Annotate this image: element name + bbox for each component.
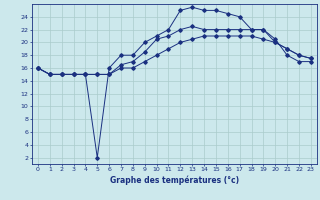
X-axis label: Graphe des températures (°c): Graphe des températures (°c) [110, 175, 239, 185]
